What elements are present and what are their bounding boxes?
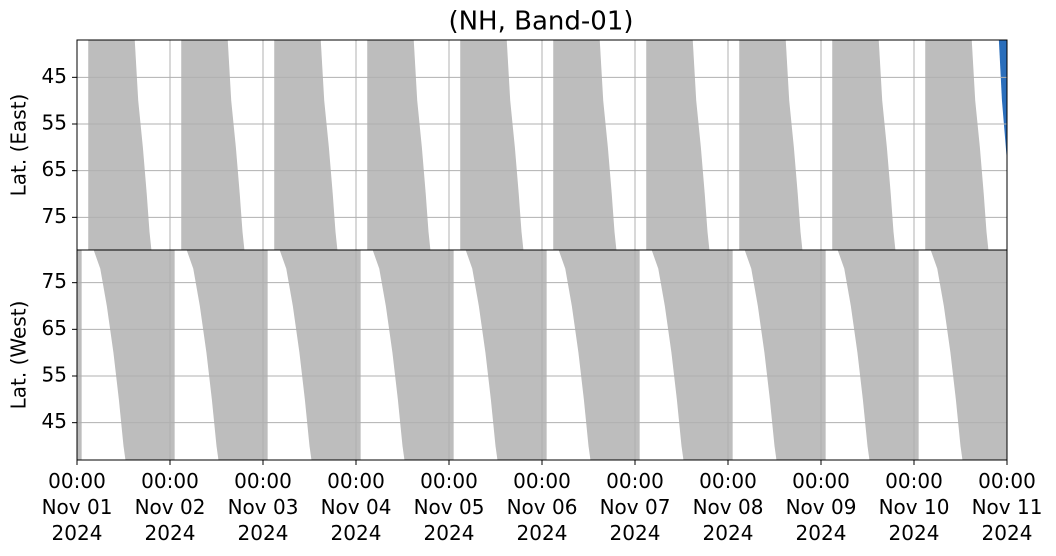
coverage-area [832,40,896,250]
x-tick-label: 00:00 Nov 06 2024 [506,469,578,545]
coverage-area [367,40,431,250]
x-tick-label: 00:00 Nov 07 2024 [599,469,671,545]
plot-frame [76,249,1008,461]
y-tick-label: 45 [42,409,67,433]
x-tick-label: 00:00 Nov 01 2024 [41,469,113,545]
coverage-area [279,250,361,460]
coverage-area [998,40,1007,162]
plot-area [77,250,1007,460]
coverage-area [930,250,1007,460]
y-tick-label: 65 [42,316,67,340]
x-tick-label: 00:00 Nov 09 2024 [785,469,857,545]
coverage-area [77,250,82,460]
y-axis-label: Lat. (East) [7,94,31,197]
coverage-area [646,40,710,250]
y-axis-label: Lat. (West) [7,301,31,410]
x-tick-label: 00:00 Nov 11 2024 [971,469,1043,545]
coverage-area [651,250,733,460]
coverage-area [739,40,803,250]
coverage-area [465,250,547,460]
coverage-area [274,40,338,250]
y-tick-label: 65 [42,157,67,181]
coverage-area [553,40,617,250]
x-tick-label: 00:00 Nov 10 2024 [878,469,950,545]
y-tick-label: 55 [42,363,67,387]
coverage-area [93,250,175,460]
x-tick-label: 00:00 Nov 03 2024 [227,469,299,545]
coverage-area [837,250,919,460]
coverage-area [925,40,989,250]
coverage-area [744,250,826,460]
coverage-area [372,250,454,460]
plot-area [88,40,1007,250]
y-tick-label: 75 [42,269,67,293]
x-tick-label: 00:00 Nov 02 2024 [134,469,206,545]
y-tick-label: 55 [42,111,67,135]
coverage-area [186,250,268,460]
chart-title: (NH, Band-01) [448,7,633,37]
y-tick-label: 75 [42,204,67,228]
coverage-area [558,250,640,460]
coverage-area [181,40,245,250]
x-tick-label: 00:00 Nov 08 2024 [692,469,764,545]
x-tick-label: 00:00 Nov 04 2024 [320,469,392,545]
coverage-area [460,40,524,250]
coverage-area [88,40,152,250]
y-tick-label: 45 [42,64,67,88]
x-tick-label: 00:00 Nov 05 2024 [413,469,485,545]
